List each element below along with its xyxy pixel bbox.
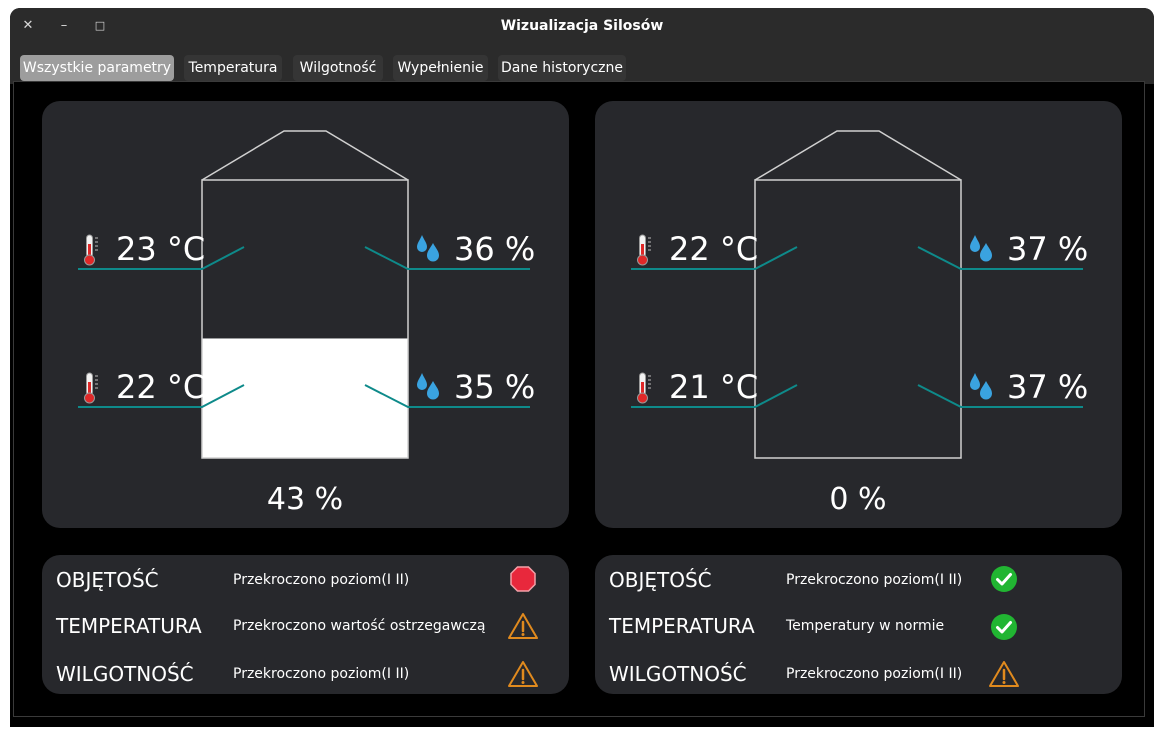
status-message-temperature: Temperatury w normie [786, 618, 945, 634]
warning-icon [989, 661, 1019, 687]
status-label-temperature: TEMPERATURA [56, 614, 202, 638]
silo-body-1 [201, 179, 409, 459]
sensor-line-lower-right-1 [364, 384, 530, 408]
tab-bar: Wszystkie parametry Temperatura Wilgotno… [10, 44, 1154, 84]
thermometer-icon [637, 234, 651, 266]
sensor-line-lower-left-1 [78, 384, 245, 408]
status-message-humidity: Przekroczono poziom(I II) [786, 666, 963, 682]
minimize-icon[interactable]: – [60, 18, 68, 33]
status-label-temperature: TEMPERATURA [609, 614, 755, 638]
sensor-line-lower-right-2 [917, 384, 1083, 408]
silo-drawing-1 [78, 130, 530, 459]
status-message-humidity: Przekroczono poziom(I II) [233, 666, 410, 682]
window-title: Wizualizacja Silosów [500, 18, 664, 34]
warning-icon [508, 661, 538, 687]
tab-content: 23 °C 36 % 22 °C 35 % 43 % [13, 81, 1145, 717]
status-message-volume: Przekroczono poziom(I II) [786, 572, 963, 588]
upper-temperature-value: 22 °C [669, 230, 759, 268]
status-label-humidity: WILGOTNOŚĆ [56, 662, 194, 686]
droplets-icon [970, 373, 992, 400]
droplets-icon [417, 373, 439, 400]
tab-all-parameters[interactable]: Wszystkie parametry [20, 55, 174, 81]
status-message-temperature: Przekroczono wartość ostrzegawczą [233, 618, 486, 634]
silo-roof-1 [201, 130, 409, 181]
silo-panel-1: 23 °C 36 % 22 °C 35 % 43 % [42, 101, 569, 528]
silo-body-2 [754, 179, 962, 459]
status-label-humidity: WILGOTNOŚĆ [609, 662, 747, 686]
sensor-line-lower-left-2 [631, 384, 798, 408]
status-label-volume: OBJĘTOŚĆ [609, 568, 712, 592]
lower-temperature-value: 22 °C [116, 368, 206, 406]
sensor-line-upper-left-2 [631, 246, 798, 270]
upper-temperature-value: 23 °C [116, 230, 206, 268]
maximize-icon[interactable]: □ [94, 19, 106, 32]
sensor-line-upper-right-1 [364, 246, 530, 270]
fill-percentage: 43 % [266, 482, 344, 517]
silo-drawing-2 [631, 130, 1083, 459]
warning-icon [508, 613, 538, 639]
upper-humidity-value: 36 % [454, 230, 536, 268]
app-window: ✕ – □ Wizualizacja Silosów Wszystkie par… [10, 8, 1154, 727]
silo-panel-2: 22 °C 37 % 21 °C 37 % 0 % [595, 101, 1122, 528]
tab-temperature[interactable]: Temperatura [184, 55, 282, 81]
sensor-line-upper-left-1 [78, 246, 245, 270]
thermometer-icon [84, 372, 98, 404]
title-bar: ✕ – □ Wizualizacja Silosów [10, 8, 1154, 44]
status-panel-1: OBJĘTOŚĆ Przekroczono poziom(I II) TEMPE… [42, 555, 569, 694]
lower-humidity-value: 35 % [454, 368, 536, 406]
ok-icon [991, 566, 1017, 592]
sensor-line-upper-right-2 [917, 246, 1083, 270]
close-icon[interactable]: ✕ [22, 18, 34, 33]
stop-icon [510, 566, 536, 592]
tab-fill[interactable]: Wypełnienie [393, 55, 488, 81]
fill-percentage: 0 % [829, 482, 887, 517]
droplets-icon [417, 235, 439, 262]
tab-humidity[interactable]: Wilgotność [293, 55, 383, 81]
status-message-volume: Przekroczono poziom(I II) [233, 572, 410, 588]
status-panel-2: OBJĘTOŚĆ Przekroczono poziom(I II) TEMPE… [595, 555, 1122, 694]
silo-roof-2 [754, 130, 962, 181]
thermometer-icon [84, 234, 98, 266]
thermometer-icon [637, 372, 651, 404]
lower-temperature-value: 21 °C [669, 368, 759, 406]
silo-fill-1 [202, 338, 408, 458]
upper-humidity-value: 37 % [1007, 230, 1089, 268]
droplets-icon [970, 235, 992, 262]
status-label-volume: OBJĘTOŚĆ [56, 568, 159, 592]
tab-history[interactable]: Dane historyczne [498, 55, 626, 81]
ok-icon [991, 614, 1017, 640]
lower-humidity-value: 37 % [1007, 368, 1089, 406]
